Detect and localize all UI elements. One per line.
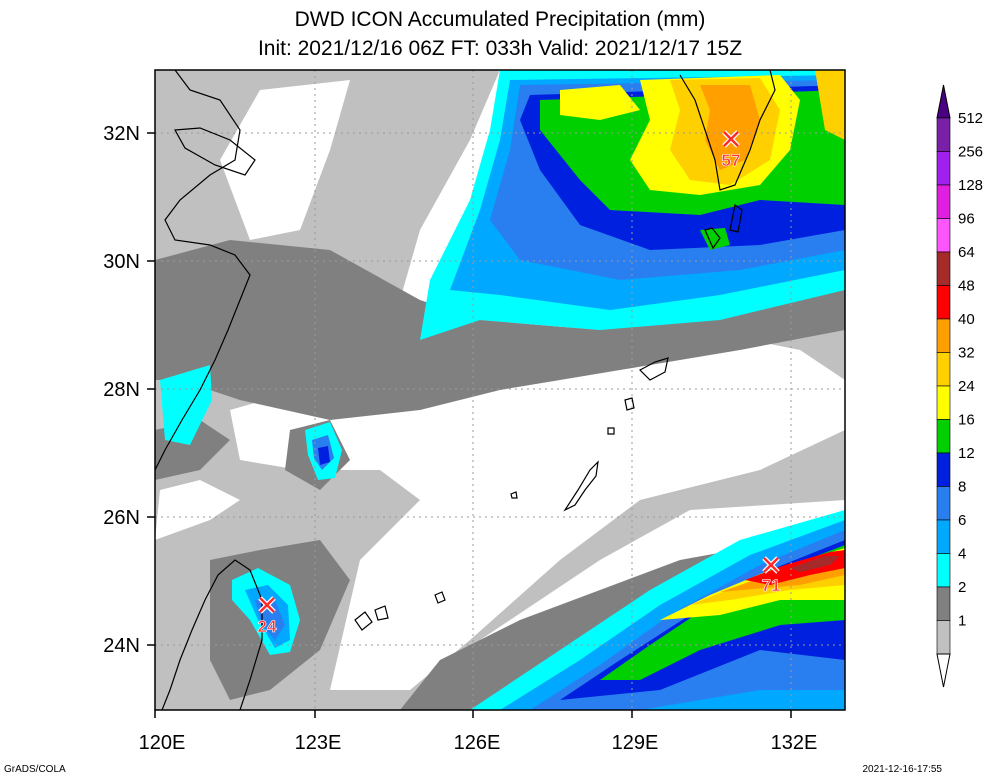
colorbar-label: 64 [958,244,975,261]
colorbar-label: 24 [958,378,975,395]
max-label: 57 [722,151,741,170]
precip-band-southeast [470,510,845,710]
tick-marks [147,132,792,718]
x-mark-icon [723,131,739,147]
graticule [155,70,845,710]
colorbar-swatch [936,117,951,152]
precip-blob-coast [160,365,212,445]
precip-fields [155,70,845,710]
colorbar-swatch [936,285,951,320]
colorbar-label: 40 [958,311,975,328]
x-mark-icon [763,557,779,573]
colorbar-label: 48 [958,278,975,295]
x-mark-icon [259,597,275,613]
colorbar-label: 2 [958,579,966,596]
colorbar-label: 128 [958,177,983,194]
colorbar-swatch [936,385,951,420]
colorbar-label: 512 [958,110,983,127]
max-marker: 24 [257,596,277,636]
coastlines [155,70,776,710]
colorbar-label: 96 [958,211,975,228]
colorbar-swatch [936,419,951,454]
lat-tick-label: 24N [103,635,140,657]
lat-tick-label: 28N [103,379,140,401]
footer-right: 2021-12-16-17:55 [862,764,942,775]
precip-region-northeast [420,70,845,340]
precip-clear [155,80,845,690]
colorbar-top-arrow [936,84,951,119]
map-frame [154,69,846,711]
lon-tick-label: 129E [612,732,659,754]
colorbar-swatch [936,553,951,588]
colorbar-swatch [936,151,951,186]
map-title: DWD ICON Accumulated Precipitation (mm) [294,8,706,31]
colorbar-label: 6 [958,512,966,529]
colorbar-label: 4 [958,546,966,563]
map-subtitle: Init: 2021/12/16 06Z FT: 033h Valid: 202… [257,37,743,60]
colorbar-bottom-arrow [936,653,951,688]
lat-tick-label: 32N [103,123,140,145]
colorbar-swatch [936,452,951,487]
lat-tick-label: 30N [103,251,140,273]
lat-tick-label: 26N [103,507,140,529]
colorbar-swatch [936,352,951,387]
colorbar-label: 12 [958,445,975,462]
lon-tick-label: 120E [139,732,186,754]
max-marker: 71 [761,556,781,595]
lon-tick-label: 132E [771,732,818,754]
lon-tick-label: 123E [295,732,342,754]
max-label: 24 [258,617,277,636]
colorbar-swatch [936,586,951,621]
precip-blob-east-china-sea [305,422,342,480]
colorbar-label: 1 [958,613,966,630]
colorbar-label: 32 [958,345,975,362]
colorbar-swatch [936,620,951,655]
colorbar-label: 16 [958,412,975,429]
max-label: 71 [762,576,781,595]
colorbar-swatch [936,519,951,554]
colorbar-swatch [936,318,951,353]
precip-blob-taiwan [232,568,300,655]
colorbar-swatch [936,251,951,286]
colorbar-swatch [936,218,951,253]
colorbar-swatch [936,486,951,521]
lon-tick-label: 126E [454,732,501,754]
colorbar-label: 8 [958,479,966,496]
footer-left: GrADS/COLA [4,764,66,775]
colorbar-label: 256 [958,144,983,161]
colorbar-swatch [936,184,951,219]
max-marker: 57 [721,130,741,170]
